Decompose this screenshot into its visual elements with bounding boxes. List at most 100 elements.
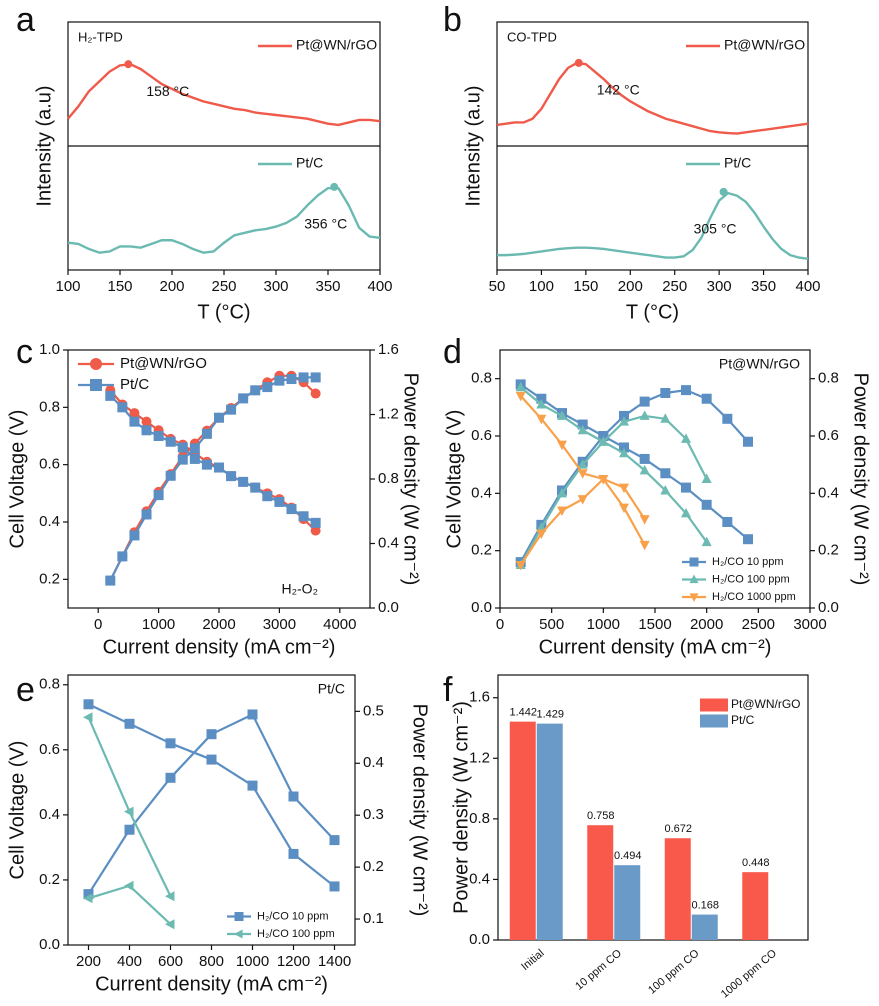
series-line [109,389,317,532]
y-tick-label: 1.0 [39,341,60,358]
tpd-curve [497,191,809,261]
panel-label: e [16,671,35,709]
bar [664,838,691,940]
y2-tick-label: 0.1 [363,910,384,927]
data-point [639,515,650,525]
data-point [165,919,175,930]
data-point [536,414,547,425]
x-tick-label: 50 [489,278,506,295]
legend-label: H₂/CO 100 ppm [257,928,335,940]
annotation: Pt@WN/rGO [719,356,800,372]
legend-marker [234,912,244,921]
x-tick-label: 1000 ppm CO [719,947,780,1000]
data-point [660,413,671,423]
data-point [141,416,152,427]
x-tick-label: 100 [529,278,554,295]
y2-tick-label: 0.0 [818,599,839,616]
data-point [557,440,567,451]
data-point [536,393,547,404]
x-tick-label: 1400 [318,953,351,970]
data-point [124,824,135,835]
data-point [286,374,297,385]
data-point [141,425,152,436]
x-tick-label: 250 [662,278,687,295]
data-point [177,454,188,465]
x-axis-title: Current density (mA cm⁻²) [95,973,328,995]
data-point [153,490,164,501]
data-point [681,433,691,443]
data-point [329,881,340,892]
data-point [619,447,629,458]
y2-axis-title: Power density (W cm⁻²) [400,373,422,586]
data-point [226,471,237,482]
y2-tick-label: 1.6 [378,341,399,358]
data-point [660,484,671,495]
data-point [250,385,261,396]
data-point [214,462,224,473]
series-line [519,414,708,566]
data-point [722,517,733,527]
x-tick-label: 200 [76,953,101,970]
y-tick-label: 0.8 [39,398,60,415]
y2-tick-label: 0.4 [363,754,384,771]
x-tick-label: 200 [618,278,643,295]
y-tick-label: 1.6 [469,689,490,706]
data-point [515,561,526,571]
bar [691,914,718,940]
data-point [515,381,526,392]
y-axis-title: Cell Voltage (V) [443,410,465,549]
data-point [83,889,94,900]
data-point [639,464,650,475]
data-point [310,372,321,383]
x-tick-label: 1000 [142,616,175,633]
data-point [226,404,237,415]
data-point [660,468,671,479]
data-point [141,509,152,520]
legend-label: Pt@WN/rGO [724,37,805,53]
data-point [83,893,93,904]
bar-value-label: 1.429 [536,709,564,721]
panel-label: f [443,671,453,709]
peak-marker [124,60,133,69]
data-point [165,436,176,447]
data-point [189,453,200,464]
series-line [109,374,317,582]
data-point [189,443,200,454]
plot-frame [497,674,809,941]
data-point [701,473,712,483]
y2-tick-label: 0.4 [818,484,839,501]
data-point [619,503,629,514]
x-tick-label: 150 [573,278,598,295]
data-point [701,393,712,404]
peak-label: 356 °C [304,216,347,232]
data-point [274,496,285,507]
data-point [177,442,188,453]
y2-tick-label: 0.4 [378,534,399,551]
data-point [701,536,712,547]
y-tick-label: 0.2 [39,570,60,587]
bar [587,825,614,940]
data-point [129,416,140,427]
data-point [165,470,176,481]
bar-value-label: 1.442 [509,707,537,719]
bar-value-label: 0.758 [587,810,615,822]
x-tick-label: 600 [158,953,183,970]
data-point [310,517,321,528]
data-point [165,891,175,902]
series-line [109,376,316,582]
peak-label: 305 °C [694,221,737,237]
data-point [238,393,249,404]
data-point [598,431,609,441]
x-tick-label: 500 [539,616,564,633]
peak-marker [330,182,339,191]
legend-label: Pt@WN/rGO [296,37,377,53]
panel-title: H₂-TPD [78,29,123,44]
peak-label: 158 °C [146,83,189,99]
data-point [536,398,547,409]
x-tick-label: 0 [496,616,504,633]
x-tick-label: 400 [117,953,142,970]
y2-tick-label: 0.3 [363,806,384,823]
x-tick-label: 300 [707,278,732,295]
y-tick-label: 0.4 [471,484,492,501]
